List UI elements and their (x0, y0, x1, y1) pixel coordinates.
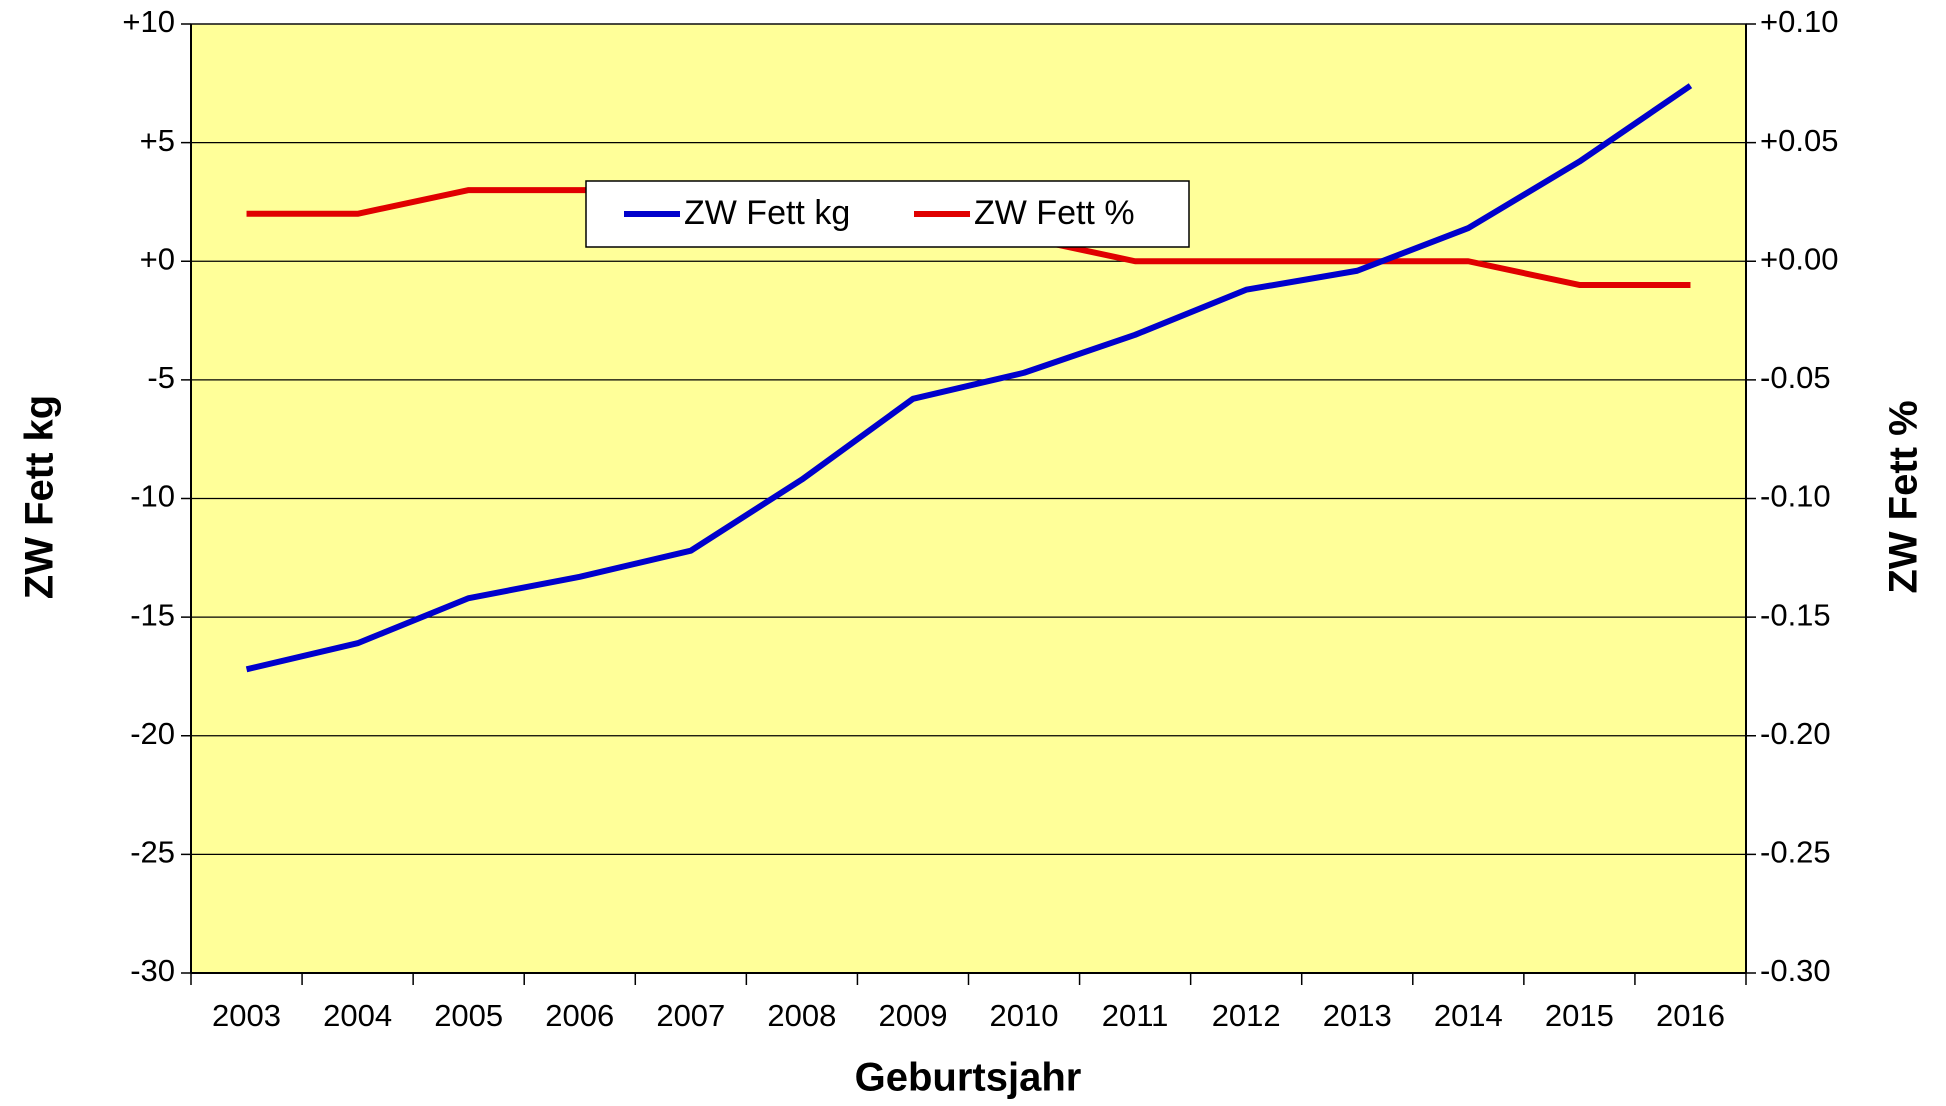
y-tick-label: +0 (140, 241, 175, 276)
y2-tick-label: -0.20 (1760, 716, 1831, 751)
y2-axis-title: ZW Fett % (1882, 400, 1926, 593)
y2-tick-label: +0.05 (1760, 123, 1838, 158)
x-tick-label: 2011 (1102, 998, 1169, 1033)
x-tick-label: 2012 (1212, 998, 1281, 1033)
y2-tick-label: -0.15 (1760, 597, 1831, 632)
y2-tick-label: -0.05 (1760, 360, 1831, 395)
y2-tick-label: -0.25 (1760, 835, 1831, 870)
x-tick-label: 2003 (212, 998, 281, 1033)
x-tick-label: 2004 (323, 998, 392, 1033)
y-tick-label: -10 (130, 479, 175, 514)
x-tick-label: 2013 (1323, 998, 1392, 1033)
data-line (245, 83, 1693, 673)
x-tick-label: 2007 (656, 998, 725, 1033)
x-tick-label: 2005 (434, 998, 503, 1033)
x-tick-label: 2006 (545, 998, 614, 1033)
x-tick-label: 2014 (1434, 998, 1503, 1033)
y2-tick-label: -0.10 (1760, 479, 1831, 514)
x-tick-label: 2015 (1545, 998, 1614, 1033)
x-tick-label: 2009 (878, 998, 947, 1033)
x-tick-label: 2008 (767, 998, 836, 1033)
y-tick-label: -20 (130, 716, 175, 751)
x-tick-label: 2010 (990, 998, 1059, 1033)
y-tick-label: -25 (130, 835, 175, 870)
y-tick-label: +5 (140, 123, 175, 158)
y2-tick-label: +0.00 (1760, 241, 1838, 276)
y-axis-title: ZW Fett kg (18, 395, 62, 599)
legend-label: ZW Fett kg (684, 194, 850, 232)
y2-tick-label: -0.30 (1760, 953, 1831, 988)
x-axis-title: Geburtsjahr (855, 1056, 1082, 1100)
y2-tick-label: +0.10 (1760, 4, 1838, 39)
y-tick-label: -5 (147, 360, 175, 395)
x-tick-label: 2016 (1656, 998, 1725, 1033)
legend (585, 180, 1190, 248)
y-tick-label: -30 (130, 953, 175, 988)
y-tick-label: +10 (122, 4, 175, 39)
y-tick-label: -15 (130, 597, 175, 632)
legend-label: ZW Fett % (974, 194, 1135, 232)
